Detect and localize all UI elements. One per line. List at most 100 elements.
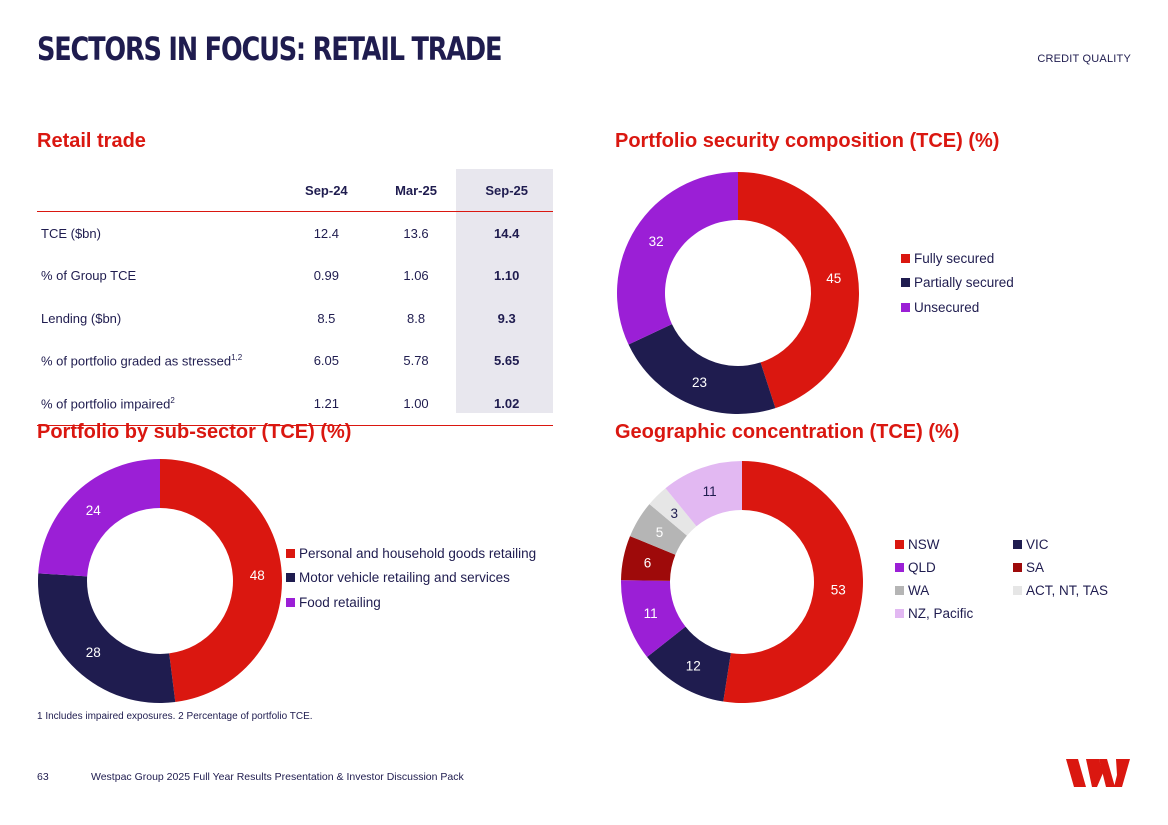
table-row: % of portfolio graded as stressed1,2 6.05… <box>37 340 553 383</box>
donut-slice <box>621 536 676 581</box>
donut-slice <box>160 459 282 703</box>
legend-label: NSW <box>908 537 940 552</box>
retail-trade-title: Retail trade <box>37 130 146 152</box>
slice-label: 24 <box>86 503 102 518</box>
donut-slice <box>621 580 686 658</box>
slice-label: 32 <box>649 234 664 249</box>
cell-value: 6.05 <box>313 353 340 369</box>
legend-label: QLD <box>908 560 936 575</box>
legend-item: Personal and household goods retailing <box>286 541 536 566</box>
slice-label: 5 <box>656 525 664 540</box>
legend-label: Fully secured <box>914 250 995 266</box>
slice-label: 48 <box>250 568 265 583</box>
col-header: Sep-24 <box>281 169 372 212</box>
security-chart-title: Portfolio security composition (TCE) (%) <box>615 130 1000 152</box>
footnote-ref: 2 <box>170 395 175 405</box>
legend-swatch <box>286 573 295 583</box>
table-row: % of portfolio impaired2 1.21 1.00 1.02 <box>37 382 553 426</box>
westpac-logo <box>1066 759 1130 787</box>
row-label: % of portfolio impaired2 <box>37 382 282 426</box>
cell-value: 12.4 <box>313 225 340 241</box>
slice-label: 45 <box>826 271 841 286</box>
legend-item: QLD <box>895 556 1013 579</box>
donut-slice <box>723 461 864 703</box>
slice-label: 11 <box>703 484 717 499</box>
legend-item: Unsecured <box>901 295 1014 320</box>
footnote: 1 Includes impaired exposures. 2 Percent… <box>37 711 313 722</box>
row-label: % of portfolio graded as stressed1,2 <box>41 353 243 369</box>
geo-legend: NSW VIC QLD SA WA ACT, NT, TAS NZ, Pacific <box>895 533 1123 625</box>
legend-swatch <box>901 302 910 312</box>
page-title: SECTORS IN FOCUS: RETAIL TRADE <box>37 30 502 68</box>
cell-value: 1.10 <box>494 268 520 284</box>
legend-swatch <box>286 548 295 558</box>
legend-label: SA <box>1026 560 1045 575</box>
legend-swatch <box>901 253 910 263</box>
slice-label: 11 <box>644 606 658 621</box>
footnote-ref: 1,2 <box>231 353 243 363</box>
legend-label: Food retailing <box>299 594 381 610</box>
legend-swatch <box>895 563 904 572</box>
row-label: % of Group TCE <box>41 268 137 284</box>
cell-value: 14.4 <box>494 225 520 241</box>
cell-value: 1.02 <box>460 382 553 426</box>
table-header-row: Sep-24 Mar-25 Sep-25 <box>37 169 553 212</box>
legend-swatch <box>895 609 904 618</box>
cell-value: 1.06 <box>403 268 429 284</box>
legend-item: WA <box>895 579 1013 602</box>
legend-swatch <box>895 540 904 549</box>
legend-label: Partially secured <box>914 275 1014 291</box>
subsector-legend: Personal and household goods retailing Mo… <box>286 541 536 615</box>
slice-label: 3 <box>671 506 679 521</box>
legend-item: Motor vehicle retailing and services <box>286 566 536 591</box>
footer-text: Westpac Group 2025 Full Year Results Pre… <box>91 771 464 783</box>
security-donut-chart: 45 23 32 <box>617 172 859 414</box>
cell-value: 13.6 <box>403 225 429 241</box>
table-row: % of Group TCE 0.99 1.06 1.10 <box>37 255 553 298</box>
legend-swatch <box>286 597 295 607</box>
retail-trade-table: Sep-24 Mar-25 Sep-25 TCE ($bn) 12.4 13.6 14… <box>37 169 553 426</box>
row-label: Lending ($bn) <box>41 310 122 326</box>
donut-slice <box>628 324 776 414</box>
cell-value: 1.21 <box>281 382 372 426</box>
donut-slice <box>38 459 160 577</box>
col-header: Sep-25 <box>460 169 553 212</box>
donut-slice <box>37 573 176 703</box>
legend-item: SA <box>1013 556 1123 579</box>
table-row: Lending ($bn) 8.5 8.8 9.3 <box>37 297 553 340</box>
donut-slice <box>738 172 859 409</box>
cell-value: 1.00 <box>371 382 461 426</box>
legend-label: VIC <box>1026 537 1049 552</box>
table-row: TCE ($bn) 12.4 13.6 14.4 <box>37 212 553 255</box>
subsector-chart-title: Portfolio by sub-sector (TCE) (%) <box>37 421 352 443</box>
donut-slice <box>649 488 697 536</box>
legend-label: Unsecured <box>914 299 980 315</box>
cell-value: 5.78 <box>403 353 429 369</box>
geo-chart-title: Geographic concentration (TCE) (%) <box>615 421 960 443</box>
legend-item: Fully secured <box>901 246 1014 271</box>
legend-label: Motor vehicle retailing and services <box>299 570 510 586</box>
cell-value: 0.99 <box>313 268 340 284</box>
legend-item: VIC <box>1013 533 1123 556</box>
legend-item: NZ, Pacific <box>895 602 1013 625</box>
slice-label: 6 <box>644 556 652 571</box>
legend-item: Food retailing <box>286 590 536 615</box>
legend-label: NZ, Pacific <box>908 606 974 621</box>
security-legend: Fully secured Partially secured Unsecured <box>901 246 1014 320</box>
legend-item: Partially secured <box>901 271 1014 296</box>
legend-label: Personal and household goods retailing <box>299 545 537 561</box>
legend-swatch <box>1013 540 1022 549</box>
cell-value: 8.5 <box>317 310 336 326</box>
cell-value: 5.65 <box>494 353 520 369</box>
slice-label: 12 <box>686 658 701 673</box>
legend-label: WA <box>908 583 930 598</box>
cell-value: 9.3 <box>497 310 516 326</box>
legend-item: ACT, NT, TAS <box>1013 579 1123 602</box>
row-label: TCE ($bn) <box>41 225 101 241</box>
section-label: CREDIT QUALITY <box>1037 53 1131 65</box>
legend-item: NSW <box>895 533 1013 556</box>
legend-swatch <box>1013 586 1022 595</box>
col-header: Mar-25 <box>371 169 461 212</box>
legend-swatch <box>901 278 910 288</box>
donut-slice <box>647 626 731 702</box>
